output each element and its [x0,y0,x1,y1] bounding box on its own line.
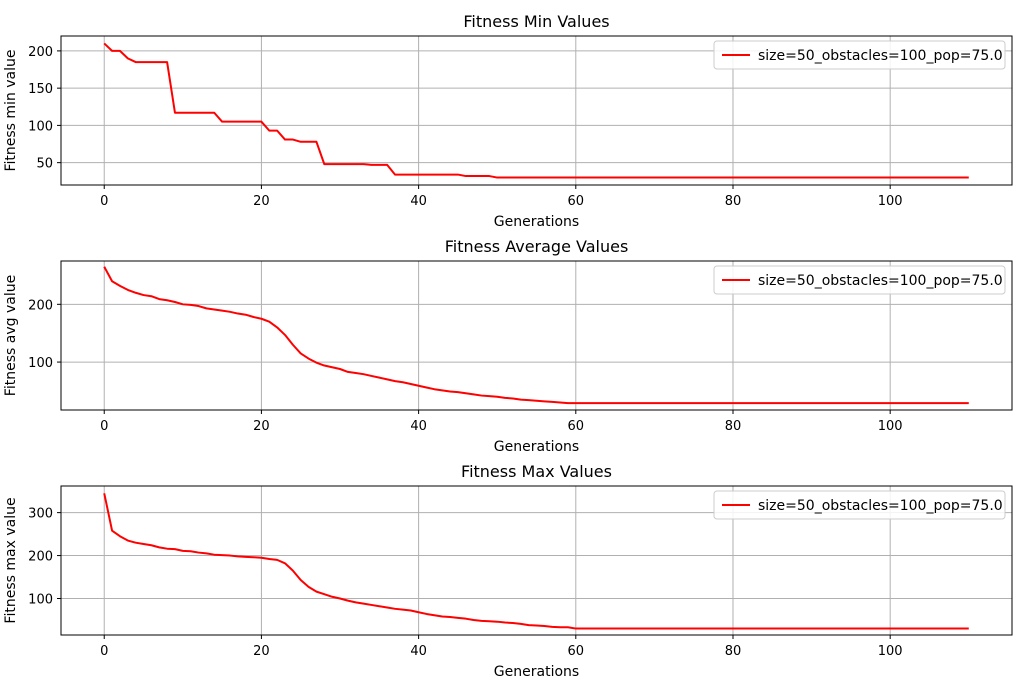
y-tick-label: 100 [28,593,53,608]
y-tick-label: 100 [28,356,53,371]
y-axis-label: Fitness avg value [3,275,19,396]
x-tick-label: 80 [725,644,742,659]
x-tick-label: 40 [410,644,427,659]
y-tick-label: 200 [28,298,53,313]
x-tick-label: 0 [100,644,108,659]
x-tick-label: 60 [568,644,585,659]
x-tick-label: 100 [878,194,903,209]
legend-label: size=50_obstacles=100_pop=75.0 [758,48,1003,64]
plot-frame [60,35,1013,186]
x-tick-label: 0 [100,419,108,434]
series-line-1 [103,266,969,405]
y-axis-label: Fitness max value [3,497,19,623]
x-axis-label: Generations [494,439,579,455]
y-tick-label: 200 [28,45,53,60]
x-tick-label: 80 [725,419,742,434]
subplot-1: 0 20 40 60 80 100 50 100 150 200 Fitness Min Value… [3,12,1013,230]
x-tick-label: 40 [410,194,427,209]
x-tick-label: 100 [878,419,903,434]
legend: size=50_obstacles=100_pop=75.0 [713,40,1006,70]
x-axis-label: Generations [494,664,579,680]
legend: size=50_obstacles=100_pop=75.0 [713,490,1006,520]
x-tick-label: 80 [725,194,742,209]
subplot-3: 0 20 40 60 80 100 100 200 300 Fitness Max Values G… [3,462,1013,680]
x-tick-label: 20 [253,644,270,659]
x-tick-label: 0 [100,194,108,209]
legend-label: size=50_obstacles=100_pop=75.0 [758,273,1003,289]
y-axis-label: Fitness min value [3,49,19,171]
y-tick-label: 300 [28,507,53,522]
y-tick-label: 150 [28,82,53,97]
legend-box [713,490,1006,520]
chart-title: Fitness Min Values [463,12,609,31]
y-tick-label: 200 [28,550,53,565]
plot-frame [60,485,1013,636]
legend-box [713,40,1006,70]
y-tick-label: 100 [28,119,53,134]
series-line-1 [103,493,969,630]
x-axis-label: Generations [494,214,579,230]
legend-box [713,265,1006,295]
x-tick-label: 20 [253,194,270,209]
legend-label: size=50_obstacles=100_pop=75.0 [758,498,1003,514]
x-tick-label: 100 [878,644,903,659]
plot-frame [60,260,1013,411]
legend: size=50_obstacles=100_pop=75.0 [713,265,1006,295]
x-tick-label: 60 [568,419,585,434]
subplot-2: 0 20 40 60 80 100 100 200 Fitness Average Values… [3,237,1013,455]
chart-title: Fitness Max Values [461,462,612,481]
x-tick-label: 20 [253,419,270,434]
x-tick-label: 60 [568,194,585,209]
chart-title: Fitness Average Values [445,237,629,256]
series-line-1 [103,42,969,179]
x-tick-label: 40 [410,419,427,434]
y-tick-label: 50 [36,157,53,172]
